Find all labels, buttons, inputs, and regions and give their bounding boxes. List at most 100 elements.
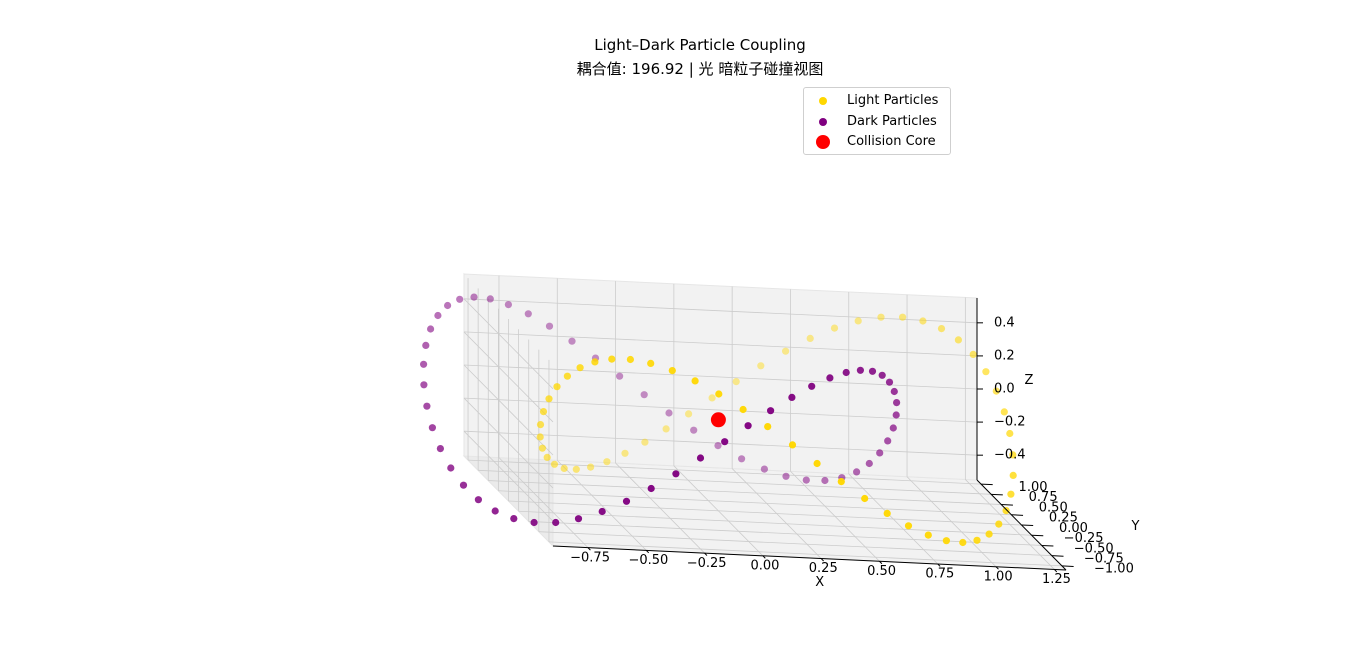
y-tick-label: 0.00 — [1059, 521, 1088, 536]
light-particle — [685, 410, 693, 418]
light-particle — [715, 390, 723, 398]
grid-z-left — [463, 430, 554, 522]
legend-label-core: Collision Core — [847, 134, 936, 149]
y-tick-label: −1.00 — [1094, 562, 1134, 577]
light-particle — [924, 531, 932, 539]
z-tick-label: −0.4 — [994, 448, 1026, 463]
dark-particle — [568, 337, 576, 345]
dark-particle — [427, 325, 435, 333]
light-particle — [757, 362, 765, 370]
dark-particle — [868, 367, 877, 375]
light-particle — [587, 463, 595, 471]
dark-particle — [696, 454, 705, 462]
light-particle — [899, 313, 907, 321]
dark-particle — [738, 455, 746, 463]
light-particle — [563, 372, 572, 380]
light-particle — [806, 334, 814, 342]
x-tick-label: 0.00 — [750, 559, 779, 574]
dark-particle — [892, 411, 900, 419]
grid-y-floor — [508, 500, 1022, 526]
light-particle — [1002, 507, 1010, 515]
light-particle — [830, 324, 839, 332]
light-particle — [942, 537, 951, 545]
y-tick — [981, 483, 993, 486]
dark-particle — [788, 393, 796, 401]
light-particle — [691, 377, 699, 385]
dark-particle — [574, 515, 583, 523]
dark-particle — [878, 371, 886, 379]
y-tick-label: −0.25 — [1064, 531, 1104, 546]
light-particle — [560, 464, 568, 472]
x-tick-label: 0.25 — [809, 561, 838, 576]
light-particle — [572, 465, 580, 473]
light-particle — [1007, 490, 1015, 498]
x-tick — [879, 560, 883, 565]
light-particle — [739, 405, 747, 414]
light-particle — [536, 421, 545, 429]
light-particle — [1009, 471, 1017, 479]
dark-particle — [420, 360, 428, 368]
dark-particle — [808, 382, 816, 390]
light-particle — [576, 364, 584, 372]
x-tick-label: 1.25 — [1042, 572, 1071, 587]
grid-z-left — [463, 364, 554, 456]
dark-particle — [856, 366, 865, 374]
y-tick — [1011, 514, 1024, 516]
y-tick — [1061, 565, 1074, 567]
dark-particle — [598, 507, 606, 516]
dark-particle — [889, 424, 897, 432]
light-particle — [954, 336, 963, 344]
light-particle — [959, 538, 967, 547]
x-tick — [645, 550, 650, 554]
grid-z-left — [463, 331, 554, 423]
light-particle — [904, 522, 913, 530]
light-particle — [992, 387, 1000, 395]
dark-particle — [524, 310, 532, 318]
grid-y-floor — [478, 469, 992, 495]
y-tick-label: 0.25 — [1049, 511, 1078, 526]
light-particle — [591, 358, 599, 366]
dark-particle — [510, 515, 518, 523]
dark-particle — [530, 518, 538, 527]
light-particle — [973, 536, 981, 544]
x-tick — [820, 558, 824, 562]
dark-particle — [545, 322, 554, 330]
dark-particle — [486, 295, 494, 303]
y-tick-label: 0.75 — [1029, 490, 1058, 505]
chart-subtitle: 耦合值: 196.92 | 光 暗粒子碰撞视图 — [576, 60, 824, 78]
dark-particle — [842, 368, 850, 377]
dark-particle — [552, 518, 560, 527]
dark-particle — [447, 464, 455, 472]
dark-particle — [853, 468, 861, 476]
y-tick-label: 1.00 — [1019, 480, 1048, 495]
light-particle — [708, 394, 716, 402]
dark-particle — [647, 484, 655, 493]
grid-z-left — [463, 397, 554, 489]
dark-particle — [893, 399, 901, 407]
light-particle — [919, 317, 927, 325]
y-tick — [1031, 534, 1044, 537]
light-particle — [626, 355, 635, 364]
light-particle — [861, 494, 869, 503]
dark-particle — [744, 422, 752, 430]
legend-label-light: Light Particles — [847, 93, 939, 108]
light-particle — [995, 520, 1003, 528]
grid-y-floor — [488, 480, 1002, 505]
grid-y-floor — [528, 521, 1042, 546]
light-particle — [603, 458, 611, 466]
light-particle — [641, 438, 649, 446]
light-particle — [788, 441, 797, 449]
data-points — [420, 293, 1017, 547]
x-tick-label: −0.75 — [570, 550, 610, 565]
light-particle — [536, 433, 544, 441]
grid-y-floor — [538, 531, 1052, 557]
dark-particle — [890, 387, 898, 396]
dark-particle — [826, 374, 834, 382]
y-tick — [991, 493, 1003, 496]
dark-particle — [876, 449, 884, 457]
dark-particle — [885, 378, 894, 386]
light-particle — [647, 359, 655, 367]
dark-particle — [504, 301, 512, 309]
light-particle — [608, 355, 616, 363]
light-particle — [662, 425, 670, 433]
